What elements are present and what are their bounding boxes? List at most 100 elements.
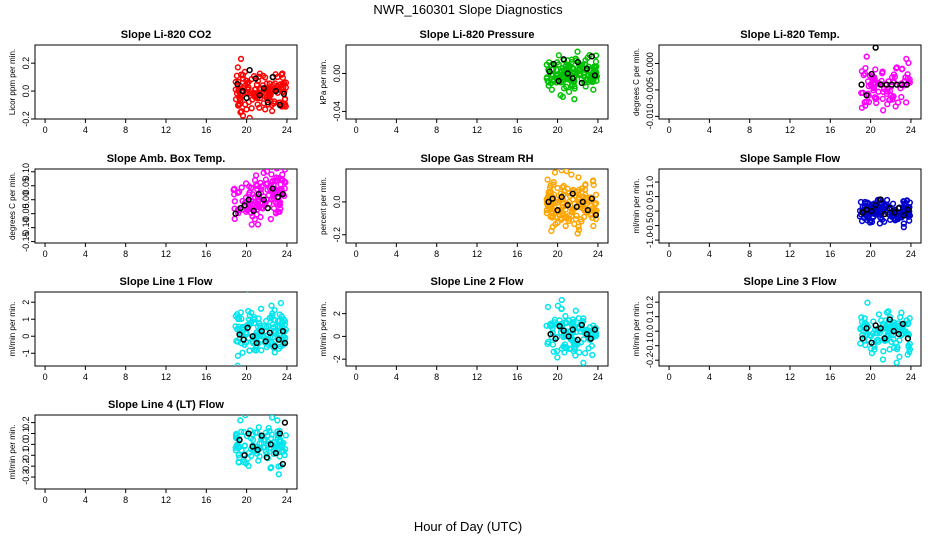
y-tick-label: -0.3 bbox=[21, 469, 31, 485]
data-point bbox=[551, 169, 559, 176]
data-point bbox=[889, 200, 897, 207]
reference-point bbox=[588, 195, 596, 202]
x-tick-label: 4 bbox=[83, 495, 88, 505]
data-point bbox=[575, 226, 583, 233]
data-point bbox=[873, 329, 880, 336]
y-tick-label: -0.1 bbox=[21, 448, 31, 464]
data-point bbox=[249, 213, 256, 220]
data-point bbox=[572, 307, 579, 314]
data-point bbox=[231, 198, 238, 205]
data-point bbox=[268, 302, 275, 309]
x-tick-label: 8 bbox=[434, 249, 439, 259]
reference-point bbox=[592, 211, 600, 219]
data-point bbox=[858, 89, 865, 97]
data-point bbox=[550, 181, 557, 188]
y-tick-label: -0.2 bbox=[332, 227, 342, 243]
data-point bbox=[273, 439, 281, 447]
data-point bbox=[276, 453, 283, 460]
data-point bbox=[273, 169, 280, 172]
data-point bbox=[243, 330, 250, 338]
reference-point bbox=[895, 330, 902, 338]
data-point bbox=[580, 336, 587, 343]
data-point bbox=[590, 222, 597, 230]
data-point bbox=[275, 471, 282, 478]
x-tick-label: 24 bbox=[282, 495, 292, 505]
data-point bbox=[568, 171, 575, 178]
data-point bbox=[254, 101, 261, 108]
reference-point bbox=[256, 92, 263, 99]
y-tick-label: -0.005 bbox=[645, 77, 655, 103]
x-tick-label: 12 bbox=[472, 125, 482, 135]
y-axis-label: ml/min per min. bbox=[8, 425, 17, 480]
data-point bbox=[245, 316, 253, 323]
reference-point bbox=[579, 198, 586, 206]
y-axis-label: kPa per min. bbox=[319, 60, 328, 105]
data-point bbox=[578, 61, 586, 69]
y-tick-label: -0.2 bbox=[21, 458, 31, 474]
data-point bbox=[282, 162, 287, 167]
x-tick-label: 12 bbox=[161, 249, 171, 259]
reference-point bbox=[881, 335, 888, 342]
data-point bbox=[857, 340, 864, 347]
y-tick-label: 0.000 bbox=[645, 52, 655, 75]
reference-point bbox=[863, 206, 870, 213]
data-point bbox=[276, 311, 283, 318]
data-point bbox=[265, 424, 272, 432]
panel-title: Slope Li-820 Temp. bbox=[740, 29, 839, 41]
reference-point bbox=[555, 77, 562, 85]
data-point bbox=[267, 435, 275, 442]
reference-point bbox=[241, 452, 248, 459]
reference-point bbox=[583, 330, 590, 338]
data-point bbox=[904, 74, 911, 82]
data-point bbox=[555, 52, 563, 59]
data-point bbox=[879, 95, 886, 103]
reference-point bbox=[281, 339, 289, 347]
data-series bbox=[856, 196, 914, 231]
reference-point bbox=[574, 58, 581, 66]
reference-point bbox=[249, 443, 256, 450]
reference-point bbox=[275, 336, 283, 343]
y-tick-label: 2 bbox=[332, 311, 342, 316]
panel-6: Slope Sample Flow 0 4 8 12 16 20 24 -1.0-0.50.0 0… bbox=[632, 153, 922, 259]
data-point bbox=[232, 323, 239, 330]
data-point bbox=[591, 63, 598, 70]
data-point bbox=[242, 101, 249, 108]
data-point bbox=[236, 94, 243, 102]
data-point bbox=[582, 181, 589, 188]
data-point bbox=[575, 315, 582, 322]
data-series bbox=[543, 169, 600, 237]
data-point bbox=[901, 198, 908, 205]
data-point bbox=[550, 178, 557, 186]
data-point bbox=[581, 350, 589, 357]
x-tick-label: 12 bbox=[472, 372, 482, 382]
reference-point bbox=[260, 196, 267, 203]
data-point bbox=[883, 196, 891, 204]
data-point bbox=[270, 205, 278, 212]
data-point bbox=[237, 417, 244, 424]
panel-2: Slope Li-820 Pressure 0 4 8 12 16 20 24 -0.04 0.0… bbox=[319, 29, 609, 135]
x-tick-label: 8 bbox=[747, 125, 752, 135]
panel-title: Slope Amb. Box Temp. bbox=[107, 153, 226, 165]
data-point bbox=[905, 342, 912, 349]
data-point bbox=[246, 427, 254, 434]
data-point bbox=[282, 432, 290, 439]
data-point bbox=[572, 344, 579, 351]
x-tick-label: 4 bbox=[707, 125, 712, 135]
data-point bbox=[276, 123, 281, 128]
data-point bbox=[893, 64, 901, 71]
data-point bbox=[889, 96, 896, 103]
data-point bbox=[549, 214, 556, 221]
reference-point bbox=[886, 205, 893, 212]
data-point bbox=[898, 93, 905, 101]
data-point bbox=[253, 81, 261, 88]
data-point bbox=[248, 309, 255, 316]
data-point bbox=[558, 69, 565, 76]
data-point bbox=[552, 71, 560, 79]
reference-point bbox=[269, 73, 276, 81]
data-point bbox=[590, 86, 597, 93]
data-point bbox=[544, 303, 552, 311]
reference-point bbox=[240, 336, 247, 343]
y-tick-label: 0.0 bbox=[21, 85, 31, 98]
data-point bbox=[904, 351, 911, 358]
x-tick-label: 0 bbox=[354, 372, 359, 382]
